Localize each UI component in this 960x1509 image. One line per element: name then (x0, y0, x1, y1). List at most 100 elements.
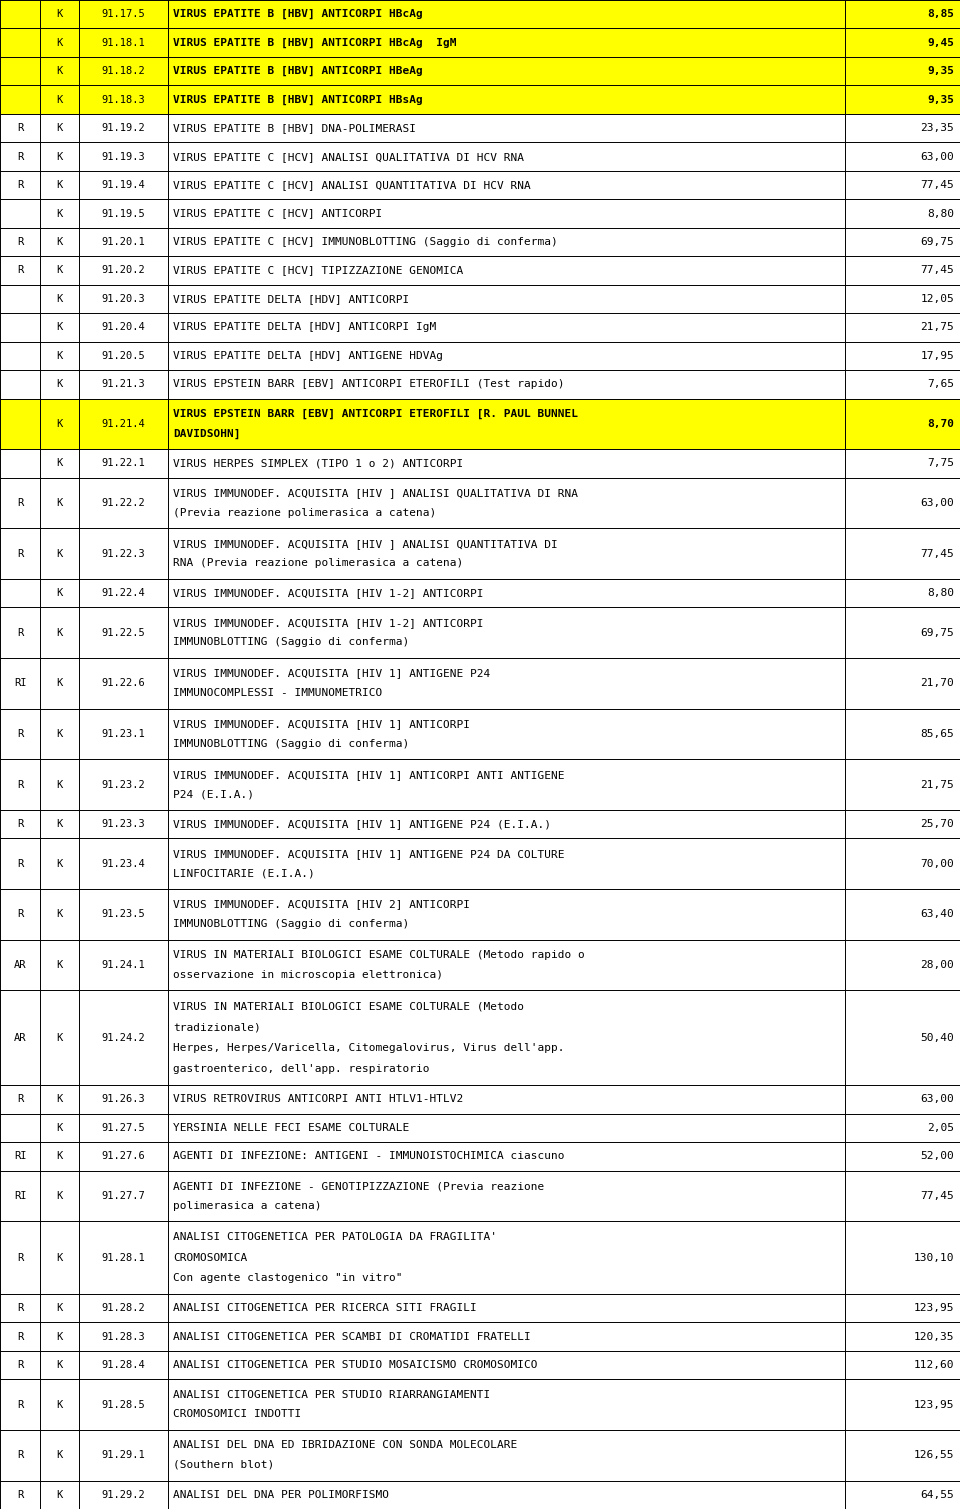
Bar (0, 1480, 960, 1509)
Text: DAVIDSOHN]: DAVIDSOHN] (173, 429, 240, 439)
Text: 91.19.2: 91.19.2 (102, 124, 145, 133)
Text: gastroenterico, dell'app. respiratorio: gastroenterico, dell'app. respiratorio (173, 1064, 429, 1073)
Text: 50,40: 50,40 (921, 1032, 954, 1043)
Bar (0, 29, 960, 57)
Text: 28,00: 28,00 (921, 960, 954, 970)
Text: R: R (17, 1331, 23, 1342)
Text: ANALISI CITOGENETICA PER STUDIO MOSAICISMO CROMOSOMICO: ANALISI CITOGENETICA PER STUDIO MOSAICIS… (173, 1360, 538, 1370)
Text: VIRUS EPATITE C [HCV] ANALISI QUANTITATIVA DI HCV RNA: VIRUS EPATITE C [HCV] ANALISI QUANTITATI… (173, 180, 531, 190)
Text: VIRUS EPATITE B [HBV] DNA-POLIMERASI: VIRUS EPATITE B [HBV] DNA-POLIMERASI (173, 124, 416, 133)
Bar (0, 759, 960, 810)
Text: tradizionale): tradizionale) (173, 1022, 260, 1032)
Text: AR: AR (13, 960, 27, 970)
Text: R: R (17, 1304, 23, 1313)
Text: P24 (E.I.A.): P24 (E.I.A.) (173, 789, 253, 800)
Text: VIRUS EPATITE C [HCV] IMMUNOBLOTTING (Saggio di conferma): VIRUS EPATITE C [HCV] IMMUNOBLOTTING (Sa… (173, 237, 558, 247)
Text: R: R (17, 1252, 23, 1263)
Text: VIRUS IN MATERIALI BIOLOGICI ESAME COLTURALE (Metodo: VIRUS IN MATERIALI BIOLOGICI ESAME COLTU… (173, 1002, 524, 1011)
Text: K: K (57, 1151, 62, 1162)
Bar (0, 990, 960, 1085)
Text: K: K (57, 379, 62, 389)
Text: 8,80: 8,80 (927, 208, 954, 219)
Text: 91.19.4: 91.19.4 (102, 180, 145, 190)
Text: 91.19.5: 91.19.5 (102, 208, 145, 219)
Text: VIRUS IMMUNODEF. ACQUISITA [HIV 2] ANTICORPI: VIRUS IMMUNODEF. ACQUISITA [HIV 2] ANTIC… (173, 899, 469, 910)
Text: 8,70: 8,70 (927, 420, 954, 429)
Bar (0, 370, 960, 398)
Bar (0, 1293, 960, 1322)
Text: R: R (17, 124, 23, 133)
Text: K: K (57, 1360, 62, 1370)
Text: VIRUS EPATITE C [HCV] ANTICORPI: VIRUS EPATITE C [HCV] ANTICORPI (173, 208, 382, 219)
Text: 7,65: 7,65 (927, 379, 954, 389)
Bar (0, 478, 960, 528)
Text: 12,05: 12,05 (921, 294, 954, 303)
Text: K: K (57, 1191, 62, 1201)
Text: 23,35: 23,35 (921, 124, 954, 133)
Text: ANALISI CITOGENETICA PER SCAMBI DI CROMATIDI FRATELLI: ANALISI CITOGENETICA PER SCAMBI DI CROMA… (173, 1331, 531, 1342)
Text: K: K (57, 549, 62, 558)
Text: 85,65: 85,65 (921, 729, 954, 739)
Text: RI: RI (13, 679, 27, 688)
Text: K: K (57, 859, 62, 869)
Text: K: K (57, 910, 62, 919)
Text: IMMUNOCOMPLESSI - IMMUNOMETRICO: IMMUNOCOMPLESSI - IMMUNOMETRICO (173, 688, 382, 699)
Text: VIRUS IMMUNODEF. ACQUISITA [HIV 1-2] ANTICORPI: VIRUS IMMUNODEF. ACQUISITA [HIV 1-2] ANT… (173, 589, 483, 598)
Text: 63,00: 63,00 (921, 498, 954, 509)
Text: R: R (17, 1094, 23, 1105)
Text: K: K (57, 352, 62, 361)
Text: 63,00: 63,00 (921, 1094, 954, 1105)
Text: 120,35: 120,35 (914, 1331, 954, 1342)
Text: R: R (17, 628, 23, 638)
Text: 69,75: 69,75 (921, 628, 954, 638)
Bar (0, 285, 960, 314)
Text: 91.19.3: 91.19.3 (102, 151, 145, 161)
Text: VIRUS EPSTEIN BARR [EBV] ANTICORPI ETEROFILI [R. PAUL BUNNEL: VIRUS EPSTEIN BARR [EBV] ANTICORPI ETERO… (173, 409, 578, 420)
Text: 91.27.7: 91.27.7 (102, 1191, 145, 1201)
Text: R: R (17, 549, 23, 558)
Text: K: K (57, 1032, 62, 1043)
Text: 91.28.3: 91.28.3 (102, 1331, 145, 1342)
Text: 91.22.5: 91.22.5 (102, 628, 145, 638)
Text: CROMOSOMICA: CROMOSOMICA (173, 1252, 247, 1263)
Text: 77,45: 77,45 (921, 1191, 954, 1201)
Text: osservazione in microscopia elettronica): osservazione in microscopia elettronica) (173, 970, 443, 979)
Text: 91.29.2: 91.29.2 (102, 1489, 145, 1500)
Text: R: R (17, 729, 23, 739)
Bar (0, 1221, 960, 1293)
Text: R: R (17, 498, 23, 509)
Text: K: K (57, 498, 62, 509)
Text: 77,45: 77,45 (921, 180, 954, 190)
Text: 69,75: 69,75 (921, 237, 954, 247)
Text: K: K (57, 1331, 62, 1342)
Text: 91.24.1: 91.24.1 (102, 960, 145, 970)
Text: polimerasica a catena): polimerasica a catena) (173, 1201, 322, 1210)
Text: 63,40: 63,40 (921, 910, 954, 919)
Text: VIRUS EPATITE DELTA [HDV] ANTICORPI: VIRUS EPATITE DELTA [HDV] ANTICORPI (173, 294, 409, 303)
Text: 77,45: 77,45 (921, 549, 954, 558)
Bar (0, 1114, 960, 1142)
Text: K: K (57, 819, 62, 828)
Bar (0, 450, 960, 478)
Text: LINFOCITARIE (E.I.A.): LINFOCITARIE (E.I.A.) (173, 868, 315, 878)
Text: K: K (57, 1400, 62, 1409)
Text: 91.24.2: 91.24.2 (102, 1032, 145, 1043)
Text: 91.28.5: 91.28.5 (102, 1400, 145, 1409)
Bar (0, 142, 960, 171)
Text: K: K (57, 729, 62, 739)
Text: VIRUS IMMUNODEF. ACQUISITA [HIV ] ANALISI QUANTITATIVA DI: VIRUS IMMUNODEF. ACQUISITA [HIV ] ANALIS… (173, 539, 558, 549)
Text: Herpes, Herpes/Varicella, Citomegalovirus, Virus dell'app.: Herpes, Herpes/Varicella, Citomegaloviru… (173, 1043, 564, 1053)
Text: 91.20.4: 91.20.4 (102, 323, 145, 332)
Text: K: K (57, 589, 62, 598)
Bar (0, 528, 960, 579)
Text: 91.27.6: 91.27.6 (102, 1151, 145, 1162)
Text: ANALISI CITOGENETICA PER PATOLOGIA DA FRAGILITA': ANALISI CITOGENETICA PER PATOLOGIA DA FR… (173, 1233, 497, 1242)
Text: VIRUS IMMUNODEF. ACQUISITA [HIV 1-2] ANTICORPI: VIRUS IMMUNODEF. ACQUISITA [HIV 1-2] ANT… (173, 619, 483, 628)
Text: (Previa reazione polimerasica a catena): (Previa reazione polimerasica a catena) (173, 507, 436, 518)
Bar (0, 1171, 960, 1221)
Bar (0, 1351, 960, 1379)
Text: VIRUS IMMUNODEF. ACQUISITA [HIV 1] ANTICORPI ANTI ANTIGENE: VIRUS IMMUNODEF. ACQUISITA [HIV 1] ANTIC… (173, 770, 564, 780)
Text: Con agente clastogenico "in vitro": Con agente clastogenico "in vitro" (173, 1272, 402, 1283)
Text: R: R (17, 1489, 23, 1500)
Text: 91.23.3: 91.23.3 (102, 819, 145, 828)
